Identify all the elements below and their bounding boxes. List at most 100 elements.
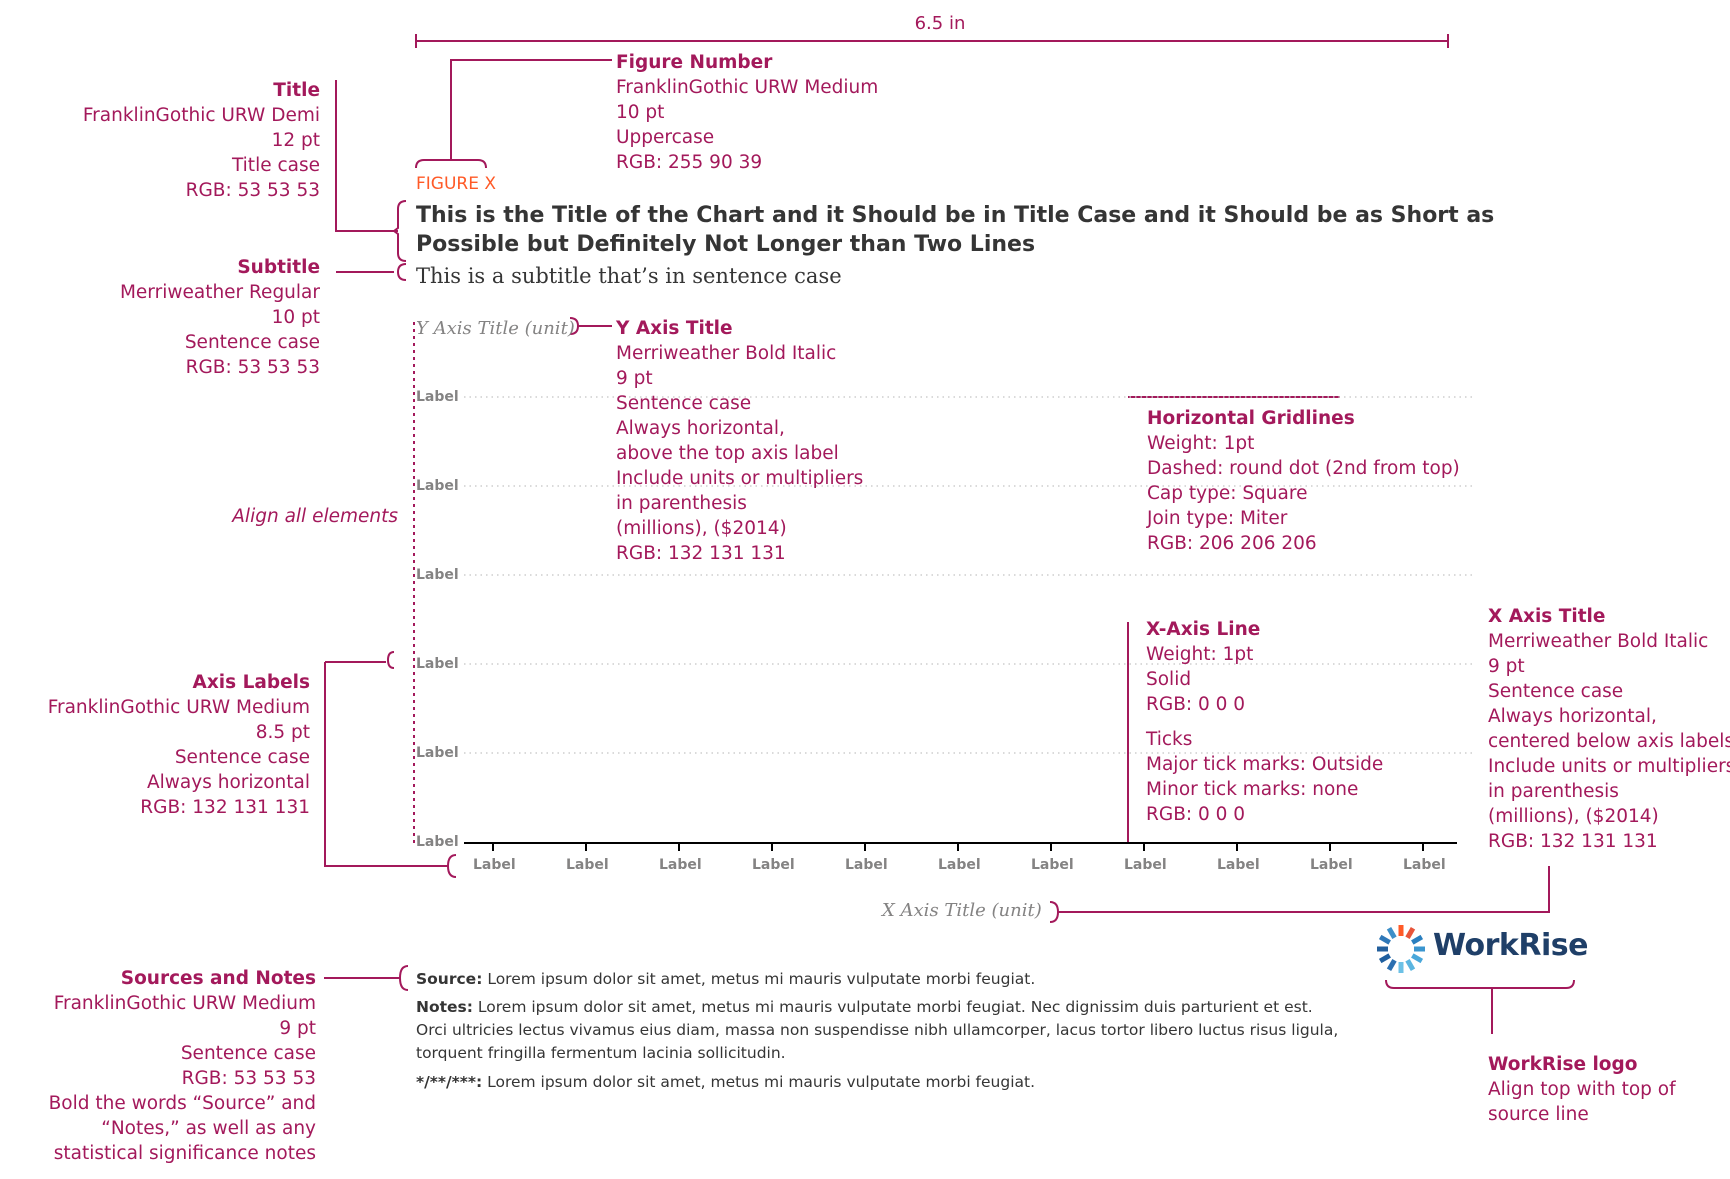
axis-labels-connector bbox=[324, 662, 448, 867]
x-label: Label bbox=[566, 857, 609, 873]
annotation-line: RGB: 53 53 53 bbox=[185, 180, 320, 201]
y-label: Label bbox=[416, 389, 459, 405]
annotation-line: Join type: Miter bbox=[1147, 508, 1288, 529]
annotation-sources: Sources and Notes FranklinGothic URW Med… bbox=[10, 966, 316, 1166]
annotation-line: FranklinGothic URW Demi bbox=[82, 105, 320, 126]
annotation-line: above the top axis label bbox=[616, 443, 839, 464]
significance-label: */**/***: bbox=[416, 1073, 483, 1091]
annotation-line: Weight: 1pt bbox=[1146, 644, 1254, 665]
annotation-logo: WorkRise logo Align top with top of sour… bbox=[1488, 1052, 1676, 1127]
annotation-line: Include units or multipliers bbox=[616, 468, 864, 489]
annotation-line: Solid bbox=[1146, 669, 1192, 690]
notes-label: Notes: bbox=[416, 998, 473, 1016]
annotation-line: FranklinGothic URW Medium bbox=[616, 77, 879, 98]
annotation-figure-number: Figure Number FranklinGothic URW Medium … bbox=[616, 50, 878, 175]
annotation-line: Always horizontal, bbox=[1488, 706, 1657, 727]
notes-line: Lorem ipsum dolor sit amet, metus mi mau… bbox=[477, 998, 1313, 1016]
annotation-line: 12 pt bbox=[271, 130, 320, 151]
annotation-line: in parenthesis bbox=[616, 493, 747, 514]
annotation-x-axis-title: X Axis Title Merriweather Bold Italic 9 … bbox=[1488, 604, 1730, 854]
annotation-subtitle: Subtitle Merriweather Regular 10 pt Sent… bbox=[40, 255, 320, 380]
annotation-line: Sentence case bbox=[1488, 681, 1624, 702]
x-label: Label bbox=[752, 857, 795, 873]
annotation-line: RGB: 132 131 131 bbox=[1488, 831, 1658, 852]
source-label: Source: bbox=[416, 970, 483, 988]
annotation-line: (millions), ($2014) bbox=[616, 518, 787, 539]
annotation-line: Always horizontal, bbox=[616, 418, 785, 439]
title-connector bbox=[335, 80, 398, 232]
annotation-line: RGB: 0 0 0 bbox=[1146, 694, 1246, 715]
annotation-line: Bold the words “Source” and bbox=[48, 1093, 316, 1114]
annotation-line: FranklinGothic URW Medium bbox=[47, 697, 310, 718]
annotation-line: in parenthesis bbox=[1488, 781, 1619, 802]
annotation-line: Sentence case bbox=[174, 747, 310, 768]
annotation-heading: WorkRise logo bbox=[1488, 1054, 1638, 1075]
sources-bracket bbox=[398, 965, 409, 991]
annotation-line: RGB: 132 131 131 bbox=[140, 797, 310, 818]
annotation-line: Cap type: Square bbox=[1147, 483, 1308, 504]
notes-line: torquent fringilla fermentum lacinia sol… bbox=[416, 1044, 786, 1062]
x-label: Label bbox=[1031, 857, 1074, 873]
annotation-line: 9 pt bbox=[279, 1018, 316, 1039]
annotation-line: Include units or multipliers bbox=[1488, 756, 1730, 777]
significance-text: Lorem ipsum dolor sit amet, metus mi mau… bbox=[487, 1073, 1036, 1091]
annotation-line: Merriweather Regular bbox=[119, 282, 320, 303]
annotation-line: Weight: 1pt bbox=[1147, 433, 1255, 454]
annotation-line: FranklinGothic URW Medium bbox=[53, 993, 316, 1014]
annotation-line: Uppercase bbox=[616, 127, 715, 148]
annotation-line: source line bbox=[1488, 1104, 1589, 1125]
notes-line: Orci ultricies lectus vivamus eius diam,… bbox=[416, 1021, 1339, 1039]
annotation-line: statistical significance notes bbox=[53, 1143, 316, 1164]
annotation-line: 9 pt bbox=[1488, 656, 1525, 677]
annotation-line: 9 pt bbox=[616, 368, 653, 389]
annotation-axis-labels: Axis Labels FranklinGothic URW Medium 8.… bbox=[20, 670, 310, 820]
x-label: Label bbox=[938, 857, 981, 873]
x-label: Label bbox=[1310, 857, 1353, 873]
annotation-title: Title FranklinGothic URW Demi 12 pt Titl… bbox=[40, 78, 320, 203]
annotation-heading: X Axis Title bbox=[1488, 606, 1606, 627]
y-label: Label bbox=[416, 567, 459, 583]
annotation-heading: Subtitle bbox=[237, 257, 320, 278]
annotation-heading: Axis Labels bbox=[192, 672, 310, 693]
chart-subtitle: This is a subtitle that’s in sentence ca… bbox=[416, 264, 842, 288]
annotation-line: Merriweather Bold Italic bbox=[616, 343, 837, 364]
source-text: Lorem ipsum dolor sit amet, metus mi mau… bbox=[487, 970, 1036, 988]
annotation-align: Align all elements bbox=[232, 506, 398, 527]
annotation-line: RGB: 53 53 53 bbox=[181, 1068, 316, 1089]
annotation-line: Sentence case bbox=[616, 393, 752, 414]
annotation-y-axis-title: Y Axis Title Merriweather Bold Italic 9 … bbox=[616, 316, 863, 566]
y-axis-title: Y Axis Title (unit) bbox=[416, 318, 575, 339]
figure-number-connector bbox=[450, 59, 612, 160]
x-label: Label bbox=[1217, 857, 1260, 873]
logo-bracket bbox=[1385, 979, 1575, 989]
annotation-line: Always horizontal bbox=[146, 772, 310, 793]
annotation-line: RGB: 255 90 39 bbox=[616, 152, 763, 173]
source-line: Source: Lorem ipsum dolor sit amet, metu… bbox=[416, 968, 1035, 991]
x-axis-title-connector bbox=[1058, 866, 1550, 913]
x-label: Label bbox=[845, 857, 888, 873]
annotation-line: RGB: 132 131 131 bbox=[616, 543, 786, 564]
annotation-heading: Title bbox=[273, 80, 320, 101]
annotation-line: Align top with top of bbox=[1488, 1079, 1676, 1100]
axis-labels-bracket-y bbox=[386, 651, 395, 669]
annotation-line: Merriweather Bold Italic bbox=[1488, 631, 1709, 652]
axis-labels-bracket-x bbox=[446, 854, 457, 878]
annotation-line: centered below axis labels bbox=[1488, 731, 1730, 752]
annotation-heading: Y Axis Title bbox=[616, 318, 733, 339]
x-label: Label bbox=[1403, 857, 1446, 873]
annotation-heading: Sources and Notes bbox=[120, 968, 316, 989]
y-label: Label bbox=[416, 656, 459, 672]
title-bracket bbox=[392, 200, 407, 262]
workrise-logo-text: WorkRise bbox=[1433, 928, 1588, 963]
chart-title: This is the Title of the Chart and it Sh… bbox=[416, 203, 1495, 257]
annotation-heading: Figure Number bbox=[616, 52, 773, 73]
annotation-gridlines: Horizontal Gridlines Weight: 1pt Dashed:… bbox=[1147, 406, 1460, 556]
annotation-line: Sentence case bbox=[180, 1043, 316, 1064]
annotation-line: Major tick marks: Outside bbox=[1146, 754, 1384, 775]
annotation-line: Dashed: round dot (2nd from top) bbox=[1147, 458, 1460, 479]
notes-block: Notes: Lorem ipsum dolor sit amet, metus… bbox=[416, 996, 1338, 1065]
x-label: Label bbox=[659, 857, 702, 873]
y-label: Label bbox=[416, 745, 459, 761]
width-label: 6.5 in bbox=[914, 13, 966, 34]
annotation-heading: X-Axis Line bbox=[1146, 619, 1261, 640]
